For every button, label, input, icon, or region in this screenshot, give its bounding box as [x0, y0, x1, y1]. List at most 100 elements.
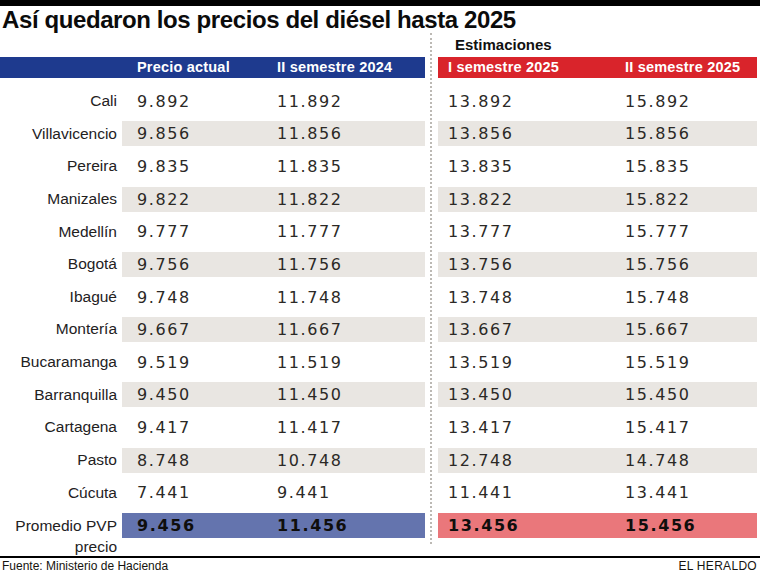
- row-band-estimaciones: 13.83515.835: [438, 154, 757, 179]
- cell-ii-semestre-2024: 11.856: [277, 121, 343, 146]
- row-label: Cúcuta: [0, 477, 117, 510]
- cell-precio-actual: 9.519: [137, 350, 191, 375]
- row-band-estimaciones: 13.748 15.748: [438, 285, 757, 310]
- source-credit: Fuente: Ministerio de Hacienda: [2, 559, 168, 573]
- cell-i-semestre-2025: 13.822: [448, 187, 514, 212]
- cell-ii-semestre-2024: 10.748: [277, 448, 343, 473]
- row-band-actual: 8.748 10.748: [122, 448, 425, 473]
- cell-i-semestre-2025: 13.519: [448, 350, 514, 375]
- row-band-estimaciones: 13.892 15.892: [438, 89, 757, 114]
- row-band-actual: 9.856 11.856: [122, 121, 425, 146]
- row-label: Villavicencio: [0, 118, 117, 151]
- row-band-estimaciones: 13.856 15.856: [438, 121, 757, 146]
- row-band-actual: 9.41711.417: [122, 415, 425, 440]
- cell-i-semestre-2025: 13.667: [448, 317, 514, 342]
- cell-ii-semestre-2025: 15.417: [625, 415, 691, 440]
- cell-ii-semestre-2024: 11.748: [277, 285, 343, 310]
- cell-ii-semestre-2025: 15.777: [625, 219, 691, 244]
- table-row: Pasto 8.748 10.748 12.74814.748: [0, 444, 760, 477]
- row-band-estimaciones: 13.667 15.667: [438, 317, 757, 342]
- table-row: Villavicencio 9.856 11.856 13.856 15.856: [0, 118, 760, 151]
- table-row: Cali9.89211.89213.89215.892: [0, 85, 760, 118]
- cell-precio-actual: 9.456: [137, 513, 196, 538]
- cell-precio-actual: 7.441: [137, 480, 191, 505]
- cell-ii-semestre-2024: 9.441: [277, 480, 331, 505]
- cell-ii-semestre-2025: 15.667: [625, 317, 691, 342]
- row-band-estimaciones: 13.450 15.450: [438, 382, 757, 407]
- cell-i-semestre-2025: 13.456: [448, 513, 519, 538]
- cell-ii-semestre-2024: 11.417: [277, 415, 343, 440]
- cell-i-semestre-2025: 13.892: [448, 89, 514, 114]
- row-band-actual: 9.822 11.822: [122, 187, 425, 212]
- table-row: Cartagena9.41711.41713.41715.417: [0, 411, 760, 444]
- table-row: Montería 9.667 11.667 13.667 15.667: [0, 313, 760, 346]
- cell-ii-semestre-2025: 15.822: [625, 187, 691, 212]
- row-band-actual: 9.756 11.756: [122, 252, 425, 277]
- row-label: Medellín: [0, 216, 117, 249]
- cell-ii-semestre-2024: 11.822: [277, 187, 343, 212]
- cell-ii-semestre-2024: 11.777: [277, 219, 343, 244]
- cell-ii-semestre-2024: 11.456: [277, 513, 348, 538]
- row-label: Pasto: [0, 444, 117, 477]
- col-header-ii-semestre-2024: II semestre 2024: [277, 57, 392, 78]
- cell-precio-actual: 9.748: [137, 285, 191, 310]
- row-band-actual: 9.519 11.519: [122, 350, 425, 375]
- cell-i-semestre-2025: 13.450: [448, 382, 514, 407]
- row-label: Bogotá: [0, 248, 117, 281]
- row-label: Bucaramanga: [0, 346, 117, 379]
- cell-i-semestre-2025: 13.417: [448, 415, 514, 440]
- row-band-actual: 9.83511.835: [122, 154, 425, 179]
- row-label: Montería: [0, 313, 117, 346]
- cell-i-semestre-2025: 13.756: [448, 252, 514, 277]
- cell-i-semestre-2025: 13.748: [448, 285, 514, 310]
- row-band-estimaciones: 13.756 15.756: [438, 252, 757, 277]
- row-band-actual: 7.441 9.441: [122, 480, 425, 505]
- cell-i-semestre-2025: 13.856: [448, 121, 514, 146]
- cell-ii-semestre-2025: 15.450: [625, 382, 691, 407]
- cell-precio-actual: 9.756: [137, 252, 191, 277]
- row-label: Pereira: [0, 150, 117, 183]
- cell-ii-semestre-2024: 11.892: [277, 89, 343, 114]
- table-row: Bucaramanga 9.519 11.519 13.519 15.519: [0, 346, 760, 379]
- row-band-actual: 9.748 11.748: [122, 285, 425, 310]
- cell-i-semestre-2025: 13.777: [448, 219, 514, 244]
- col-header-i-semestre-2025: I semestre 2025: [448, 57, 559, 78]
- row-band-estimaciones: 13.519 15.519: [438, 350, 757, 375]
- cell-precio-actual: 9.667: [137, 317, 191, 342]
- cell-precio-actual: 8.748: [137, 448, 191, 473]
- cell-ii-semestre-2024: 11.667: [277, 317, 343, 342]
- row-label: Cali: [0, 85, 117, 118]
- table-row: Ibagué 9.748 11.748 13.748 15.748: [0, 281, 760, 314]
- col-header-precio-actual: Precio actual: [137, 57, 230, 78]
- row-band-actual: 9.667 11.667: [122, 317, 425, 342]
- cell-ii-semestre-2025: 15.856: [625, 121, 691, 146]
- table-row: Pereira9.83511.835 13.83515.835: [0, 150, 760, 183]
- row-band-estimaciones: 11.441 13.441: [438, 480, 757, 505]
- row-band-actual: 9.456 11.456: [122, 513, 425, 538]
- col-header-ii-semestre-2025: II semestre 2025: [625, 57, 740, 78]
- row-label: Ibagué: [0, 281, 117, 314]
- summary-row: Promedio PVP precio9.45611.45613.45615.4…: [0, 509, 760, 542]
- diesel-price-infographic: Así quedaron los precios del diésel hast…: [0, 0, 760, 574]
- row-label: Barranquilla: [0, 379, 117, 412]
- cell-precio-actual: 9.450: [137, 382, 191, 407]
- row-band-estimaciones: 12.74814.748: [438, 448, 757, 473]
- cell-i-semestre-2025: 11.441: [448, 480, 514, 505]
- table-body: Cali9.89211.89213.89215.892Villavicencio…: [0, 85, 760, 542]
- table-row: Barranquilla9.45011.45013.45015.450: [0, 379, 760, 412]
- cell-ii-semestre-2025: 15.519: [625, 350, 691, 375]
- row-label: Promedio PVP precio: [0, 509, 117, 557]
- cell-ii-semestre-2024: 11.756: [277, 252, 343, 277]
- cell-precio-actual: 9.822: [137, 187, 191, 212]
- cell-ii-semestre-2025: 15.748: [625, 285, 691, 310]
- cell-ii-semestre-2024: 11.519: [277, 350, 343, 375]
- row-label: Manizales: [0, 183, 117, 216]
- cell-ii-semestre-2025: 15.892: [625, 89, 691, 114]
- cell-i-semestre-2025: 13.835: [448, 154, 514, 179]
- estimaciones-label: Estimaciones: [455, 36, 552, 53]
- cell-precio-actual: 9.856: [137, 121, 191, 146]
- cell-ii-semestre-2025: 13.441: [625, 480, 691, 505]
- row-band-estimaciones: 13.777 15.777: [438, 219, 757, 244]
- cell-ii-semestre-2025: 15.756: [625, 252, 691, 277]
- cell-ii-semestre-2025: 14.748: [625, 448, 691, 473]
